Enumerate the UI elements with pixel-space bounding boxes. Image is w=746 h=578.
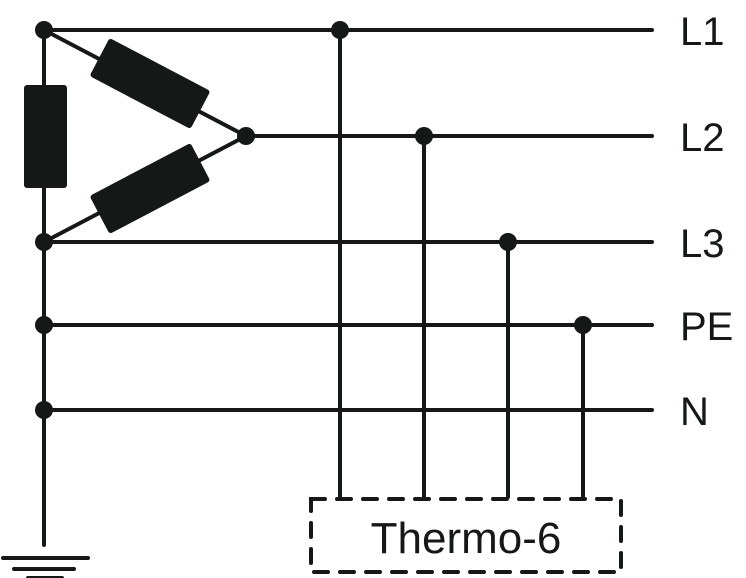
junction-dot <box>35 401 53 419</box>
junction-dot <box>35 21 53 39</box>
label-l2: L2 <box>680 116 725 160</box>
label-pe: PE <box>680 305 733 349</box>
junction-dot <box>499 233 517 251</box>
label-n: N <box>680 390 709 434</box>
device-label: Thermo-6 <box>371 514 562 563</box>
junction-dot <box>415 127 433 145</box>
junction-dot <box>35 316 53 334</box>
junction-dot <box>35 233 53 251</box>
resistor-upper-diagonal <box>90 39 210 128</box>
label-l1: L1 <box>680 10 725 54</box>
junction-dot <box>331 21 349 39</box>
resistor-lower-diagonal <box>90 144 210 233</box>
ground-icon <box>1 556 90 578</box>
device-box <box>309 497 623 574</box>
junction-dot <box>237 127 255 145</box>
resistor-vertical <box>24 85 67 188</box>
junction-dot <box>574 316 592 334</box>
label-l3: L3 <box>680 222 725 266</box>
